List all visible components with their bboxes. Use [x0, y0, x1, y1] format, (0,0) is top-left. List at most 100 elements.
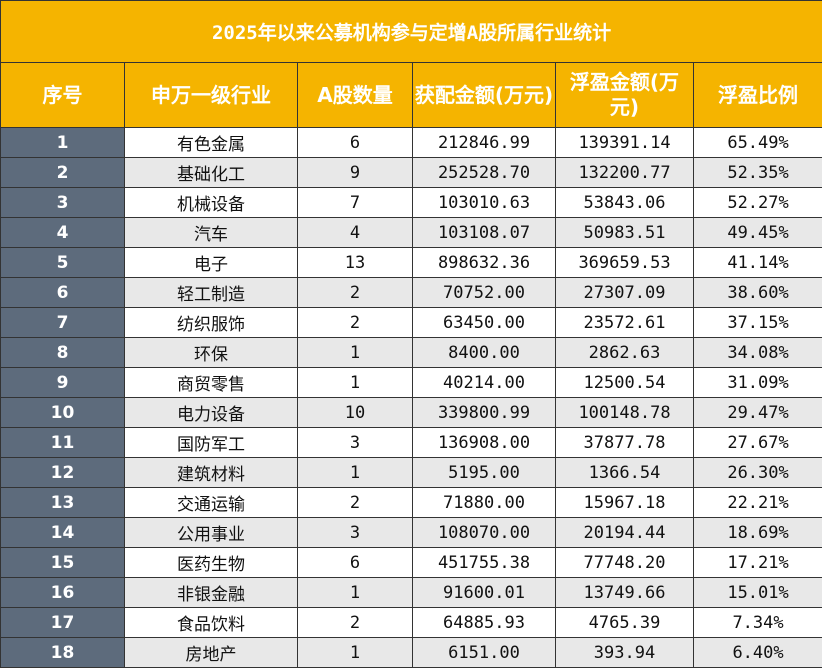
rank-cell: 14	[0, 517, 125, 548]
table-body: 1 有色金属 6 212846.99 139391.14 65.49% 2 基础化工 9 2525…	[0, 127, 822, 668]
table-cell: 2	[297, 607, 413, 638]
table-cell: 23572.61	[555, 307, 694, 338]
table-cell: 非银金融	[124, 577, 298, 608]
table-cell: 212846.99	[412, 127, 556, 158]
table-cell: 18.69%	[692, 517, 822, 548]
column-header: 浮盈比例	[692, 62, 822, 128]
table-cell: 37.15%	[692, 307, 822, 338]
table-cell: 环保	[124, 337, 298, 368]
rank-cell: 9	[0, 367, 125, 398]
table-cell: 3	[297, 427, 413, 458]
table-cell: 2862.63	[555, 337, 694, 368]
table-cell: 40214.00	[412, 367, 556, 398]
table-cell: 4	[297, 217, 413, 248]
table-cell: 29.47%	[692, 397, 822, 428]
rank-cell: 1	[0, 127, 125, 158]
table-cell: 369659.53	[555, 247, 694, 278]
header-row: 序号 申万一级行业 A股数量 获配金额(万元) 浮盈金额(万元) 浮盈比例	[0, 62, 822, 128]
table-cell: 15967.18	[555, 487, 694, 518]
rank-cell: 17	[0, 607, 125, 638]
table-row: 3 机械设备 7 103010.63 53843.06 52.27%	[0, 187, 822, 218]
table-cell: 食品饮料	[124, 607, 298, 638]
table-cell: 机械设备	[124, 187, 298, 218]
table-cell: 7	[297, 187, 413, 218]
table-cell: 100148.78	[555, 397, 694, 428]
table-cell: 1	[297, 337, 413, 368]
rank-cell: 11	[0, 427, 125, 458]
table-cell: 37877.78	[555, 427, 694, 458]
table-cell: 6	[297, 547, 413, 578]
table-cell: 纺织服饰	[124, 307, 298, 338]
table-row: 17 食品饮料 2 64885.93 4765.39 7.34%	[0, 607, 822, 638]
table-cell: 15.01%	[692, 577, 822, 608]
table-cell: 1	[297, 457, 413, 488]
rank-cell: 3	[0, 187, 125, 218]
table-row: 2 基础化工 9 252528.70 132200.77 52.35%	[0, 157, 822, 188]
table-cell: 13	[297, 247, 413, 278]
table-cell: 26.30%	[692, 457, 822, 488]
rank-cell: 15	[0, 547, 125, 578]
table-cell: 91600.01	[412, 577, 556, 608]
rank-cell: 6	[0, 277, 125, 308]
table-row: 5 电子 13 898632.36 369659.53 41.14%	[0, 247, 822, 278]
rank-cell: 4	[0, 217, 125, 248]
table-cell: 房地产	[124, 637, 298, 668]
rank-cell: 10	[0, 397, 125, 428]
table-cell: 2	[297, 307, 413, 338]
table-row: 16 非银金融 1 91600.01 13749.66 15.01%	[0, 577, 822, 608]
rank-cell: 18	[0, 637, 125, 668]
table-cell: 70752.00	[412, 277, 556, 308]
table-row: 8 环保 1 8400.00 2862.63 34.08%	[0, 337, 822, 368]
table-row: 13 交通运输 2 71880.00 15967.18 22.21%	[0, 487, 822, 518]
table-cell: 17.21%	[692, 547, 822, 578]
table-row: 7 纺织服饰 2 63450.00 23572.61 37.15%	[0, 307, 822, 338]
table-cell: 898632.36	[412, 247, 556, 278]
column-header: 序号	[0, 62, 125, 128]
table-cell: 27.67%	[692, 427, 822, 458]
table-cell: 103108.07	[412, 217, 556, 248]
table-cell: 3	[297, 517, 413, 548]
table-cell: 汽车	[124, 217, 298, 248]
table-cell: 41.14%	[692, 247, 822, 278]
table-cell: 339800.99	[412, 397, 556, 428]
table-cell: 136908.00	[412, 427, 556, 458]
table-cell: 商贸零售	[124, 367, 298, 398]
column-header: 申万一级行业	[124, 62, 298, 128]
table-cell: 5195.00	[412, 457, 556, 488]
table-cell: 139391.14	[555, 127, 694, 158]
table-cell: 13749.66	[555, 577, 694, 608]
table-cell: 2	[297, 487, 413, 518]
table-cell: 10	[297, 397, 413, 428]
table-cell: 393.94	[555, 637, 694, 668]
table-cell: 63450.00	[412, 307, 556, 338]
table-cell: 108070.00	[412, 517, 556, 548]
table-cell: 7.34%	[692, 607, 822, 638]
table-row: 4 汽车 4 103108.07 50983.51 49.45%	[0, 217, 822, 248]
rank-cell: 7	[0, 307, 125, 338]
table-cell: 1	[297, 577, 413, 608]
table-cell: 6151.00	[412, 637, 556, 668]
rank-cell: 13	[0, 487, 125, 518]
rank-cell: 12	[0, 457, 125, 488]
table-cell: 电子	[124, 247, 298, 278]
table-row: 14 公用事业 3 108070.00 20194.44 18.69%	[0, 517, 822, 548]
table-cell: 20194.44	[555, 517, 694, 548]
table-cell: 电力设备	[124, 397, 298, 428]
rank-cell: 16	[0, 577, 125, 608]
table-cell: 53843.06	[555, 187, 694, 218]
table-cell: 基础化工	[124, 157, 298, 188]
table-cell: 77748.20	[555, 547, 694, 578]
rank-cell: 2	[0, 157, 125, 188]
column-header: 获配金额(万元)	[412, 62, 556, 128]
table-cell: 103010.63	[412, 187, 556, 218]
table-row: 11 国防军工 3 136908.00 37877.78 27.67%	[0, 427, 822, 458]
table-row: 9 商贸零售 1 40214.00 12500.54 31.09%	[0, 367, 822, 398]
table-cell: 1	[297, 367, 413, 398]
table-cell: 4765.39	[555, 607, 694, 638]
table-cell: 建筑材料	[124, 457, 298, 488]
table-cell: 国防军工	[124, 427, 298, 458]
rank-cell: 5	[0, 247, 125, 278]
table-cell: 38.60%	[692, 277, 822, 308]
